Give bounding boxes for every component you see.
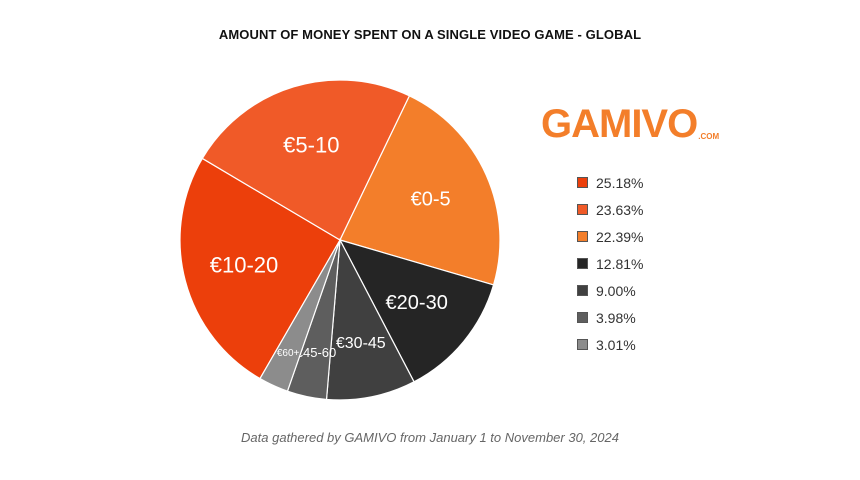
pie-slice [179,157,341,380]
slice-label: €60+ [277,348,300,359]
logo-wordmark: GAMIVO [541,102,698,146]
slice-label: €20-30 [386,292,448,314]
legend-item: 3.98% [577,304,643,331]
slice-label: €30-45 [336,335,386,352]
legend-label: 3.98% [596,309,636,326]
legend-item: 22.39% [577,223,643,250]
legend-swatch [577,231,588,242]
legend-item: 9.00% [577,277,643,304]
legend-label: 25.18% [596,174,644,191]
legend-label: 23.63% [596,201,644,218]
legend-item: 12.81% [577,250,643,277]
chart-legend: 25.18% 23.63% 22.39% 12.81% 9.00% 3.98% 3.01% [577,169,643,358]
gamivo-logo: GAMIVO .COM [541,104,719,144]
pie-slice [338,239,495,383]
pie-slice [339,95,501,286]
legend-label: 22.39% [596,228,644,245]
legend-item: 3.01% [577,331,643,358]
legend-swatch [577,177,588,188]
pie-slice [325,237,415,401]
legend-label: 9.00% [596,282,636,299]
pie-chart: €10-20 €5-10 €0-5 €20-30 €30-45€45-60€60+ [179,79,501,401]
data-source-note: Data gathered by GAMIVO from January 1 t… [241,430,619,445]
legend-swatch [577,258,588,269]
logo-domain: .COM [698,132,720,141]
legend-swatch [577,204,588,215]
legend-item: 23.63% [577,196,643,223]
slice-label: €10-20 [210,253,279,278]
legend-label: 3.01% [596,336,636,353]
pie-slice [259,239,341,392]
legend-label: 12.81% [596,255,644,272]
chart-title: AMOUNT OF MONEY SPENT ON A SINGLE VIDEO … [218,27,642,42]
slice-label: €5-10 [283,133,339,158]
legend-swatch [577,285,588,296]
legend-swatch [577,339,588,350]
legend-swatch [577,312,588,323]
slice-label: €45-60 [296,345,336,360]
legend-item: 25.18% [577,169,643,196]
pie-slice [201,79,411,241]
slice-label: €0-5 [411,189,451,211]
